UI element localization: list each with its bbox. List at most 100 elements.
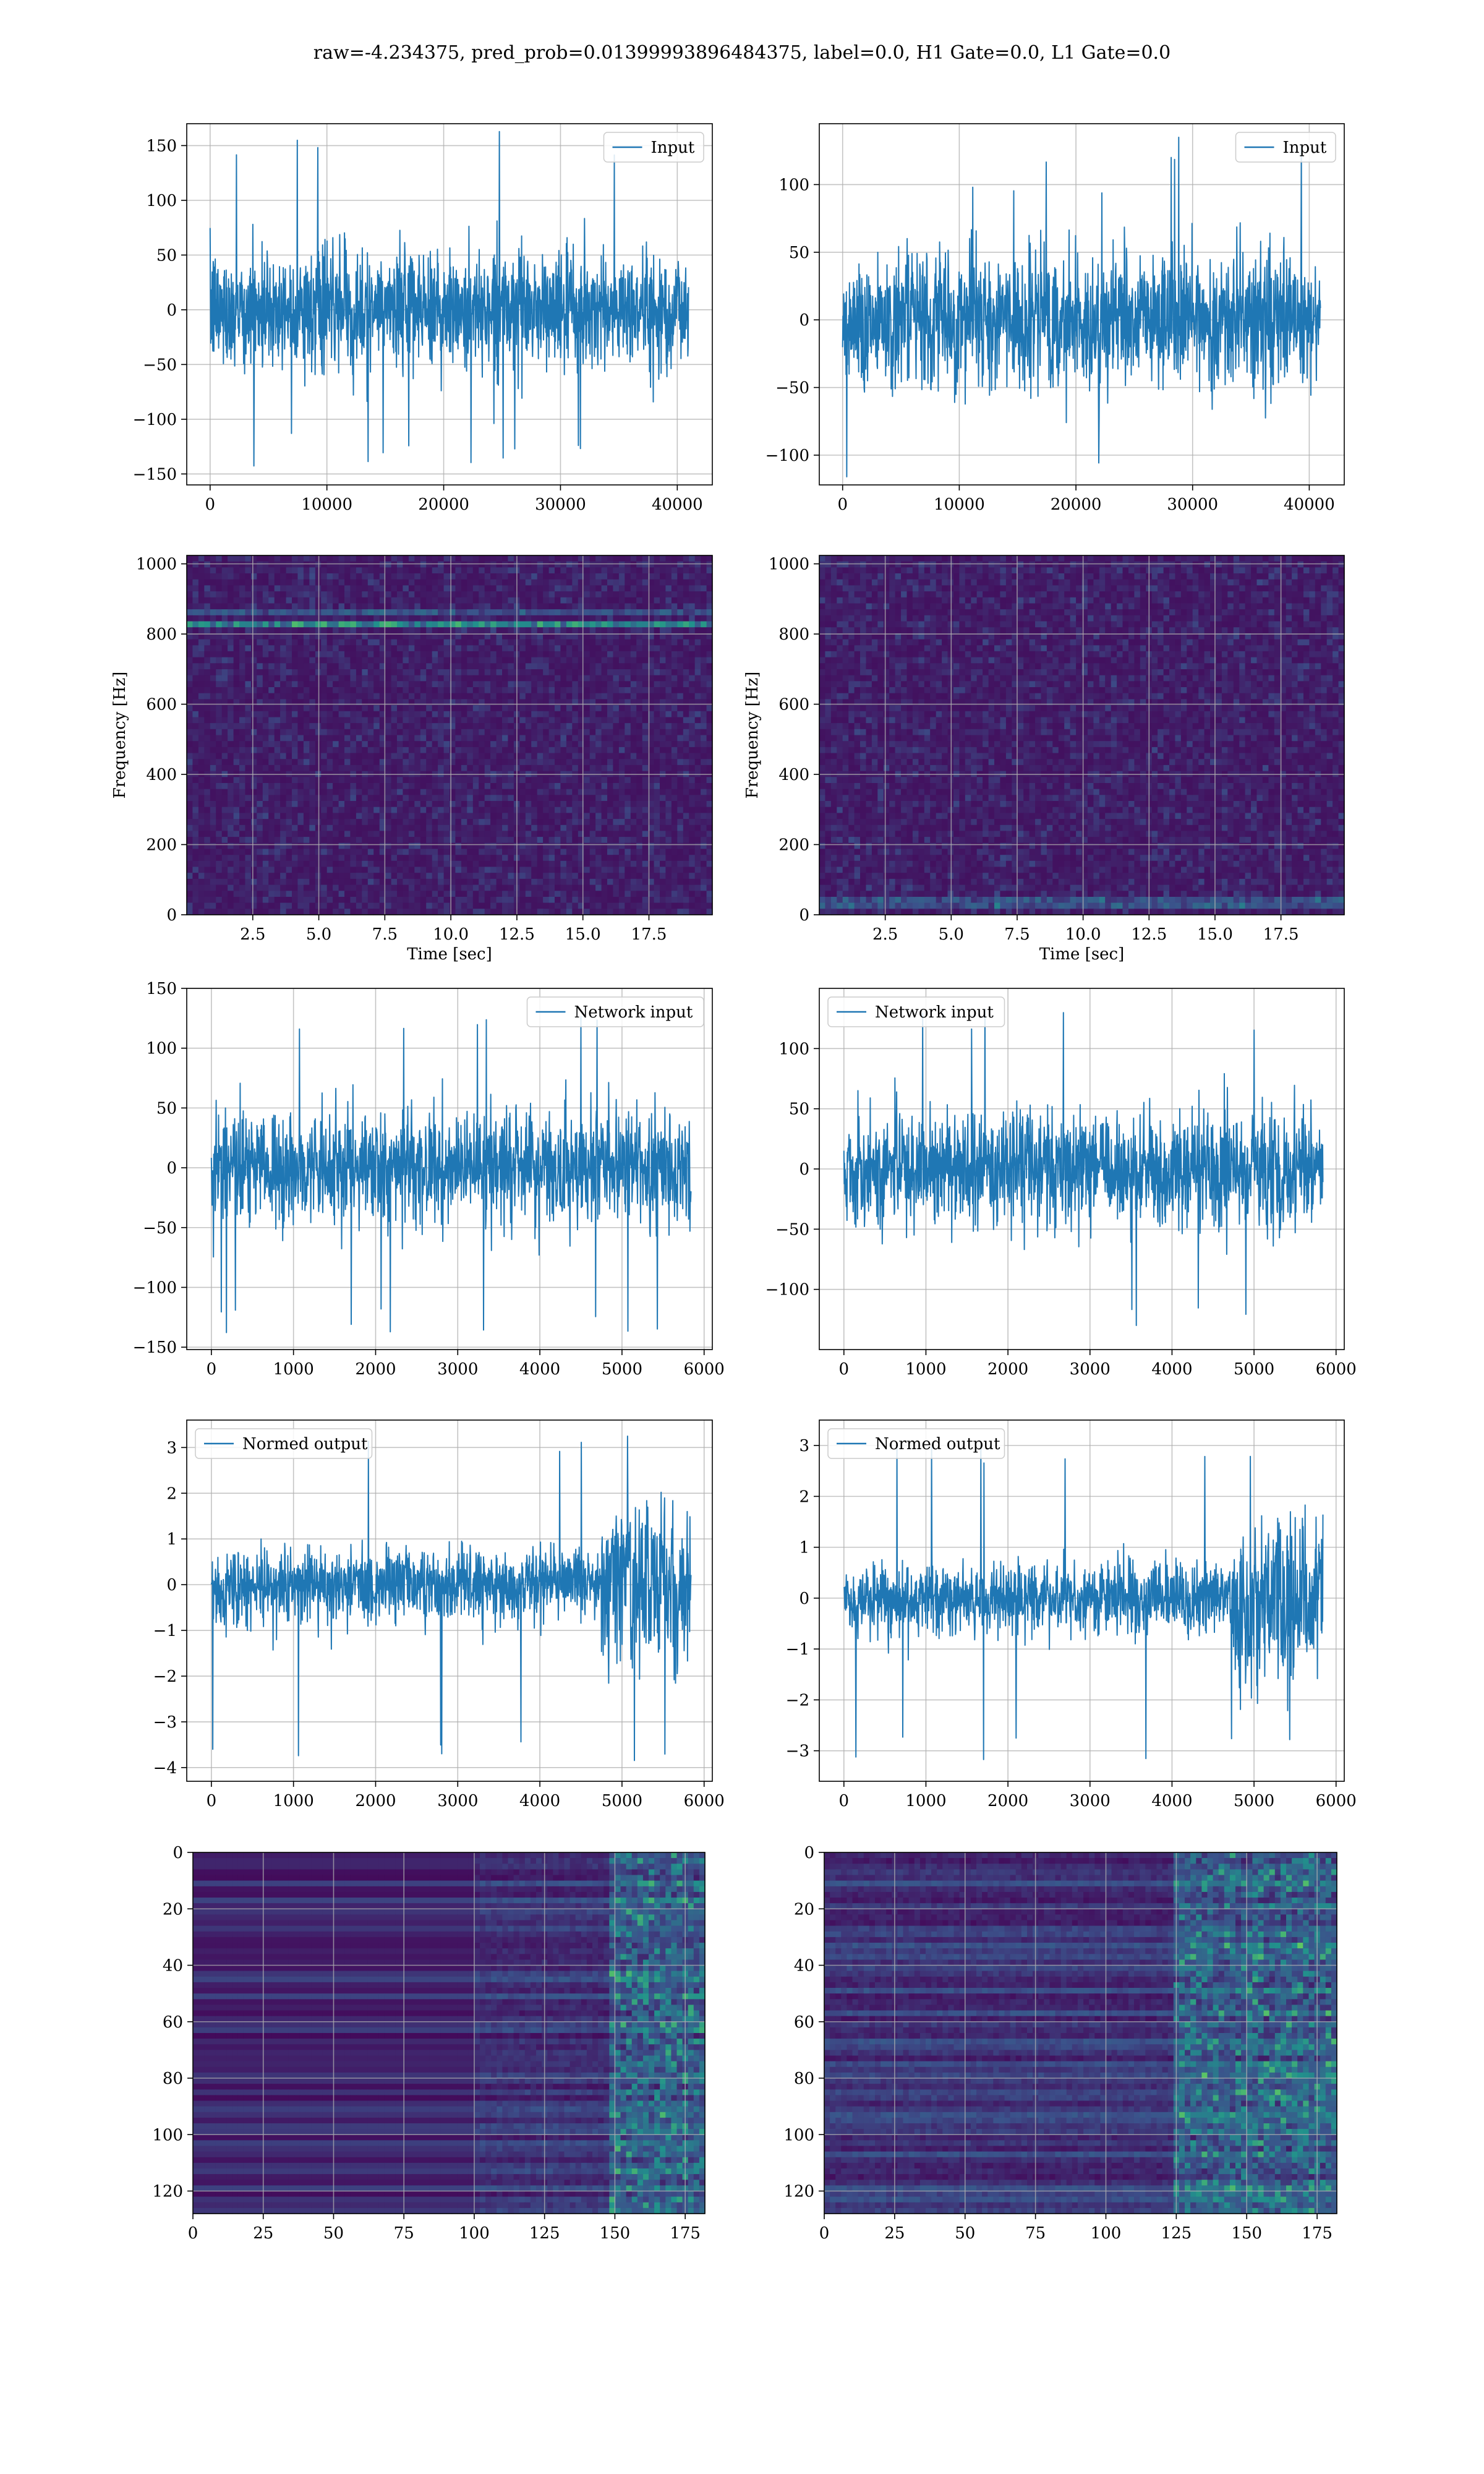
heatmap-cell (327, 831, 333, 837)
heatmap-cell (426, 597, 432, 604)
heatmap-cell (280, 705, 286, 711)
heatmap-cell (654, 873, 660, 879)
heatmap-cell (438, 591, 444, 597)
heatmap-cell (508, 843, 514, 849)
heatmap-cell (613, 825, 619, 831)
heatmap-cell (526, 717, 532, 724)
heatmap-cell (409, 657, 415, 664)
heatmap-cell (625, 585, 631, 591)
heatmap-cell (672, 657, 678, 664)
heatmap-cell (198, 645, 205, 651)
heatmap-cell (268, 819, 275, 825)
heatmap-cell (426, 645, 432, 651)
heatmap-cell (245, 645, 251, 651)
heatmap-cell (566, 735, 573, 742)
heatmap-cell (234, 663, 240, 669)
heatmap-cell (414, 651, 420, 657)
heatmap-cell (479, 765, 485, 771)
heatmap-cell (642, 585, 649, 591)
heatmap-cell (222, 819, 228, 825)
heatmap-cell (210, 855, 216, 861)
heatmap-cell (286, 573, 292, 580)
heatmap-cell (519, 663, 526, 669)
heatmap-cell (432, 562, 438, 568)
heatmap-cell (490, 604, 497, 610)
heatmap-cell (531, 711, 537, 717)
heatmap-cell (531, 609, 537, 615)
heatmap-cell (502, 747, 508, 753)
heatmap-cell (531, 681, 537, 687)
heatmap-cell (654, 622, 660, 628)
heatmap-cell (438, 741, 444, 747)
heatmap-cell (502, 609, 508, 615)
heatmap-cell (385, 819, 391, 825)
heatmap-cell (187, 669, 193, 675)
heatmap-cell (321, 777, 327, 783)
heatmap-cell (356, 747, 362, 753)
heatmap-cell (263, 609, 269, 615)
heatmap-cell (479, 741, 485, 747)
heatmap-cell (607, 723, 613, 729)
heatmap-cell (373, 640, 380, 646)
heatmap-cell (321, 567, 327, 573)
heatmap-cell (654, 687, 660, 693)
heatmap-cell (479, 555, 485, 562)
heatmap-cell (595, 729, 602, 735)
heatmap-cell (234, 604, 240, 610)
heatmap-cell (631, 753, 637, 760)
heatmap-cell (409, 777, 415, 783)
heatmap-cell (636, 651, 642, 657)
heatmap-cell (602, 747, 608, 753)
heatmap-cell (479, 777, 485, 783)
heatmap-cell (385, 717, 391, 724)
heatmap-cell (286, 861, 292, 867)
heatmap-cell (327, 807, 333, 813)
heatmap-cell (245, 717, 251, 724)
heatmap-cell (414, 789, 420, 795)
heatmap-cell (356, 705, 362, 711)
heatmap-cell (566, 562, 573, 568)
heatmap-cell (444, 645, 450, 651)
heatmap-cell (689, 580, 695, 586)
heatmap-cell (222, 657, 228, 664)
heatmap-cell (204, 645, 210, 651)
heatmap-cell (543, 735, 549, 742)
heatmap-cell (403, 711, 409, 717)
heatmap-cell (356, 585, 362, 591)
heatmap-cell (327, 843, 333, 849)
heatmap-cell (239, 789, 245, 795)
heatmap-cell (432, 807, 438, 813)
heatmap-cell (216, 729, 222, 735)
heatmap-cell (625, 580, 631, 586)
heatmap-cell (239, 681, 245, 687)
heatmap-cell (268, 753, 275, 760)
heatmap-cell (531, 819, 537, 825)
heatmap-cell (187, 765, 193, 771)
heatmap-cell (344, 807, 351, 813)
heatmap-cell (263, 562, 269, 568)
heatmap-cell (444, 640, 450, 646)
heatmap-cell (560, 873, 566, 879)
heatmap-cell (689, 837, 695, 843)
heatmap-cell (607, 861, 613, 867)
heatmap-cell (426, 807, 432, 813)
heatmap-cell (321, 627, 327, 633)
heatmap-cell (707, 765, 713, 771)
y-tick-label: −100 (765, 447, 809, 465)
heatmap-cell (572, 669, 578, 675)
heatmap-cell (251, 651, 257, 657)
heatmap-cell (526, 837, 532, 843)
heatmap-cell (268, 873, 275, 879)
heatmap-cell (490, 663, 497, 669)
heatmap-cell (631, 711, 637, 717)
heatmap-cell (187, 759, 193, 765)
heatmap-cell (321, 783, 327, 789)
heatmap-cell (420, 783, 427, 789)
heatmap-cell (362, 585, 368, 591)
heatmap-cell (555, 669, 561, 675)
heatmap-cell (420, 640, 427, 646)
heatmap-cell (636, 843, 642, 849)
heatmap-cell (385, 777, 391, 783)
heatmap-cell (275, 562, 281, 568)
heatmap-cell (572, 765, 578, 771)
